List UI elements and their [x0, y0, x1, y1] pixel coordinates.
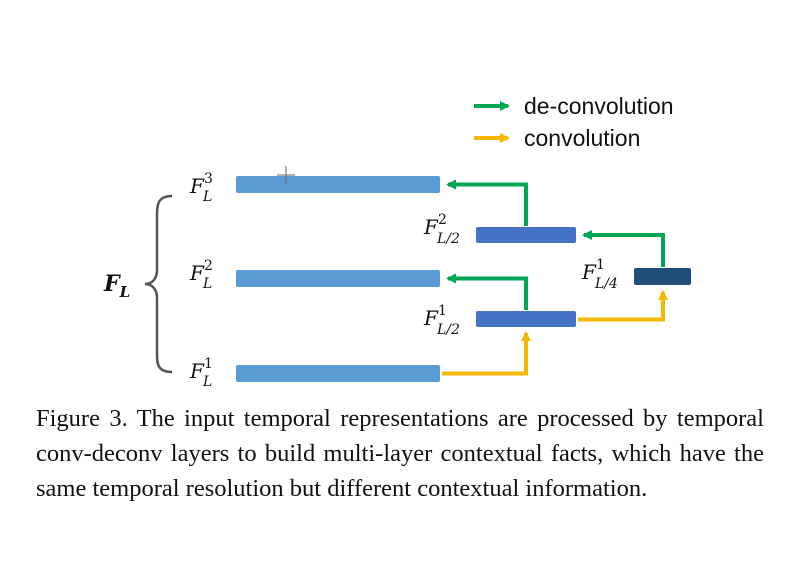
layer-bar-fl1 — [236, 365, 440, 382]
label-fl3: F3 L — [189, 171, 213, 205]
legend-item-convolution: convolution — [474, 125, 640, 151]
deconv-arrow-fl2-2-to-fl3 — [446, 179, 528, 226]
legend: de-convolution convolution — [474, 93, 674, 151]
label-fl1: F1 L — [189, 356, 213, 390]
figure-caption: Figure 3. The input temporal representat… — [36, 405, 764, 502]
conv-deconv-diagram: de-convolution convolution FL F3 L F2 L F1… — [103, 93, 691, 390]
legend-deconv-label: de-convolution — [524, 93, 674, 119]
label-fl2: F2 L — [189, 258, 213, 292]
legend-item-deconvolution: de-convolution — [474, 93, 674, 119]
label-fl2-2: F2 L/2 — [423, 212, 460, 247]
deconv-arrow-fl4-1-to-fl2-2 — [582, 230, 665, 267]
half-bar-fl2-1 — [476, 311, 576, 327]
brace — [144, 194, 173, 374]
legend-conv-label: convolution — [524, 125, 640, 151]
layer-bar-fl3 — [236, 176, 440, 193]
label-fl2-1: F1 L/2 — [423, 303, 460, 338]
quarter-bar-fl4-1 — [634, 268, 691, 285]
layer-bar-fl2 — [236, 270, 440, 287]
group-label-fl: FL — [103, 271, 130, 301]
label-fl4-1: F1 L/4 — [581, 257, 618, 292]
conv-arrow-fl2-1-to-fl4-1 — [578, 290, 668, 322]
deconv-arrow-fl2-1-to-fl2 — [446, 273, 528, 310]
half-bar-fl2-2 — [476, 227, 576, 243]
conv-arrow-fl1-to-fl2-1 — [442, 331, 531, 376]
crosshair-cursor-icon — [277, 166, 295, 184]
